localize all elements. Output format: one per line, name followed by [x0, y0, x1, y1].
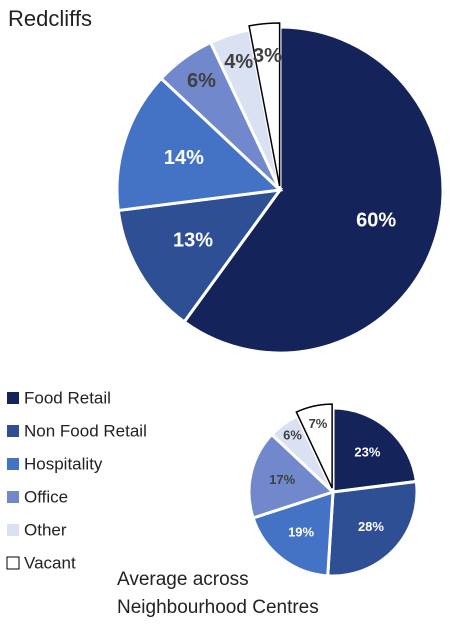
legend-swatch [7, 524, 19, 536]
data-label: 4% [224, 51, 253, 73]
data-label: 17% [269, 472, 295, 487]
legend-label: Office [24, 487, 68, 506]
pie-slice [182, 25, 445, 355]
legend-swatch [6, 556, 20, 570]
legend-label: Vacant [24, 553, 76, 572]
data-label: 3% [253, 45, 282, 67]
data-label: 28% [358, 519, 384, 534]
legend-label: Hospitality [24, 454, 103, 473]
data-label: 23% [354, 444, 380, 459]
data-label: 6% [187, 70, 216, 92]
data-label: 6% [283, 428, 302, 443]
chart-title: Average across Neighbourhood Centres [117, 569, 319, 618]
pie-slice [295, 403, 333, 489]
data-label: 19% [288, 525, 314, 540]
pie-slice [269, 413, 335, 494]
pie-slice [248, 22, 281, 187]
data-label: 14% [164, 147, 204, 169]
legend-swatch [7, 425, 19, 437]
data-label: 13% [173, 230, 213, 252]
pie-slice [115, 76, 284, 213]
legend-swatch [7, 458, 19, 470]
pie-slice [247, 432, 336, 520]
data-label: 7% [309, 416, 328, 431]
legend-label: Non Food Retail [24, 421, 147, 440]
pie-slice [116, 188, 284, 324]
legend-swatch [7, 392, 19, 404]
legend-label: Food Retail [24, 388, 111, 407]
pie-slice [331, 406, 419, 494]
legend-label: Other [24, 520, 67, 539]
pie-slice [326, 479, 419, 578]
legend-swatch [7, 491, 19, 503]
chart-title: Redcliffs [8, 6, 92, 31]
data-label: 60% [356, 210, 396, 232]
